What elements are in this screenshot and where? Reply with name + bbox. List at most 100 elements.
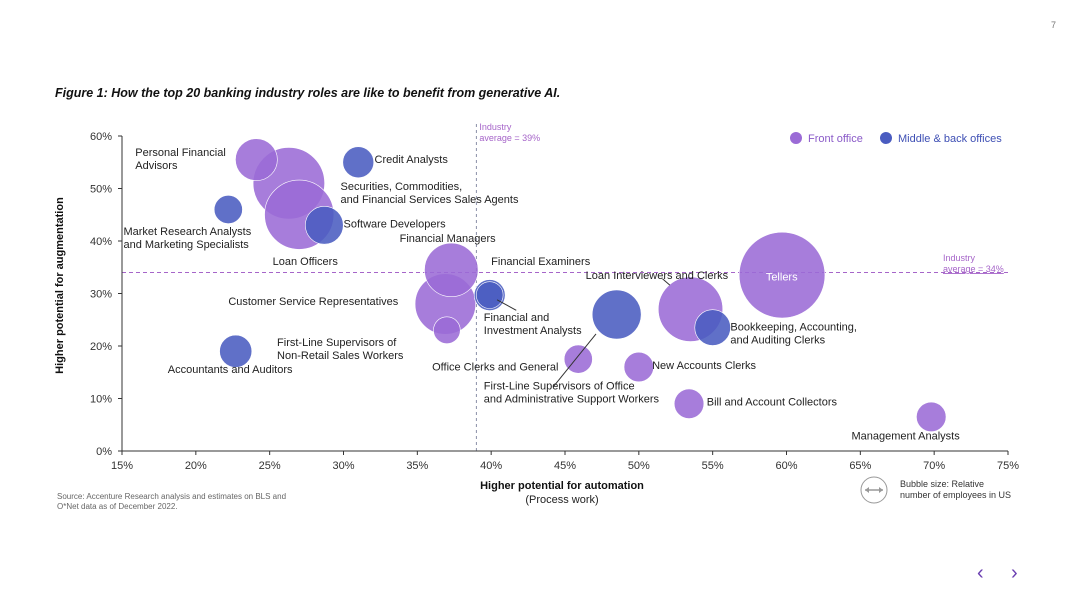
x-axis-title: Higher potential for automation: [480, 480, 644, 492]
bubble: [219, 334, 253, 368]
point-label-line: Tellers: [766, 271, 798, 283]
size-legend-circle: [860, 476, 888, 504]
point-label: Customer Service Representatives: [228, 296, 398, 308]
point-label-line: Financial Managers: [400, 233, 496, 245]
horizontal-average-value: average = 34%: [943, 264, 1004, 274]
x-tick-label: 25%: [259, 460, 281, 472]
point-label: Personal Financial Advisors: [135, 147, 226, 172]
point-label-line: First-Line Supervisors of: [277, 337, 397, 349]
point-label-line: Advisors: [135, 160, 178, 172]
y-tick-label: 60%: [90, 131, 112, 143]
x-axis-subtitle: (Process work): [525, 494, 598, 506]
point-labels: Personal Financial Advisors Credit Analyst…: [123, 147, 960, 443]
y-tick-label: 30%: [90, 289, 112, 301]
point-label-line: Credit Analysts: [375, 154, 449, 166]
bubble: [235, 138, 278, 181]
point-label-line: Financial Examiners: [491, 256, 591, 268]
point-label: Tellers: [766, 271, 798, 283]
bubble: [305, 205, 344, 245]
vertical-average-value: average = 39%: [479, 133, 540, 143]
bubble: [424, 242, 479, 298]
leader-line: [496, 299, 517, 311]
point-label: First-Line Supervisors of Office and Admi…: [484, 381, 660, 406]
legend-marker: [880, 132, 892, 144]
x-tick-label: 35%: [406, 460, 428, 472]
bubble: [563, 344, 593, 374]
point-label-line: and Financial Services Sales Agents: [341, 194, 519, 206]
axes: 15% 20% 25% 30% 35% 40% 45% 50% 55% 60% 65% 70% 75% 0…: [54, 131, 1019, 506]
size-legend-line2: number of employees in US: [900, 490, 1011, 500]
point-label-line: and Marketing Specialists: [123, 239, 249, 251]
point-label-line: Financial and: [484, 312, 549, 324]
point-label: Financial and Investment Analysts: [484, 312, 582, 337]
point-label-line: and Auditing Clerks: [730, 334, 825, 346]
x-tick-label: 15%: [111, 460, 133, 472]
y-tick-label: 50%: [90, 184, 112, 196]
y-tick-label: 10%: [90, 394, 112, 406]
x-tick-label: 55%: [702, 460, 724, 472]
point-label: First-Line Supervisors of Non-Retail Sale…: [277, 337, 404, 362]
point-label: New Accounts Clerks: [652, 360, 756, 372]
point-label-line: Software Developers: [344, 218, 447, 230]
point-label: Loan Interviewers and Clerks: [586, 270, 729, 282]
point-label-line: First-Line Supervisors of Office: [484, 381, 635, 393]
point-label: Securities, Commodities, and Financial Se…: [341, 181, 519, 206]
point-label: Bookkeeping, Accounting, and Auditing Cle…: [730, 321, 857, 346]
x-tick-label: 30%: [332, 460, 354, 472]
x-tick-label: 65%: [849, 460, 871, 472]
bubble: [623, 351, 654, 383]
vertical-average-label: Industry: [479, 122, 512, 132]
bubble: [673, 388, 705, 419]
point-label-line: Loan Officers: [273, 256, 339, 268]
point-label: Loan Officers: [273, 256, 339, 268]
point-label-line: Market Research Analysts: [123, 226, 251, 238]
y-tick-label: 40%: [90, 236, 112, 248]
legend-label: Middle & back offices: [898, 133, 1002, 145]
bubble: [738, 231, 826, 319]
point-label: Management Analysts: [851, 430, 960, 442]
x-tick-label: 60%: [775, 460, 797, 472]
point-label: Financial Managers: [400, 233, 496, 245]
legend: Front office Middle & back offices: [790, 132, 1002, 145]
point-label-line: Bill and Account Collectors: [707, 396, 838, 408]
x-tick-label: 20%: [185, 460, 207, 472]
x-tick-label: 70%: [923, 460, 945, 472]
chevron-right-icon[interactable]: ›: [1011, 562, 1018, 584]
point-label: Accountants and Auditors: [168, 364, 293, 376]
size-legend-line1: Bubble size: Relative: [900, 479, 984, 489]
leader-line: [662, 278, 671, 286]
legend-marker: [790, 132, 802, 144]
size-legend-arrowheads: [865, 487, 883, 493]
leader-line: [552, 333, 597, 388]
figure-title: Figure 1: How the top 20 banking industr…: [55, 86, 561, 100]
point-label-line: Investment Analysts: [484, 325, 582, 337]
point-label-line: Customer Service Representatives: [228, 296, 398, 308]
page-number: 7: [1050, 20, 1056, 30]
point-label-line: Securities, Commodities,: [341, 181, 463, 193]
point-label-line: Loan Interviewers and Clerks: [586, 270, 729, 282]
point-label-line: Management Analysts: [851, 430, 960, 442]
x-tick-label: 50%: [628, 460, 650, 472]
bubble: [433, 316, 461, 344]
chevron-left-icon[interactable]: ‹: [977, 562, 984, 584]
x-tick-label: 45%: [554, 460, 576, 472]
point-label-line: and Administrative Support Workers: [484, 394, 660, 406]
x-tick-label: 75%: [997, 460, 1019, 472]
point-label-line: Bookkeeping, Accounting,: [730, 321, 857, 333]
point-label-line: Non-Retail Sales Workers: [277, 350, 404, 362]
leader-lines: [496, 278, 671, 388]
point-label-line: Accountants and Auditors: [168, 364, 293, 376]
point-label-line: Personal Financial: [135, 147, 226, 159]
point-label-line: New Accounts Clerks: [652, 360, 756, 372]
bubble: [591, 289, 642, 340]
legend-label: Front office: [808, 133, 863, 145]
bubble: [916, 401, 947, 433]
horizontal-average-label: Industry: [943, 253, 976, 263]
point-label: Financial Examiners: [491, 256, 591, 268]
bubble: [475, 281, 504, 309]
source-note: Source: Accenture Research analysis and …: [57, 492, 287, 511]
bubble: [213, 195, 243, 224]
point-label: Software Developers: [344, 218, 447, 230]
